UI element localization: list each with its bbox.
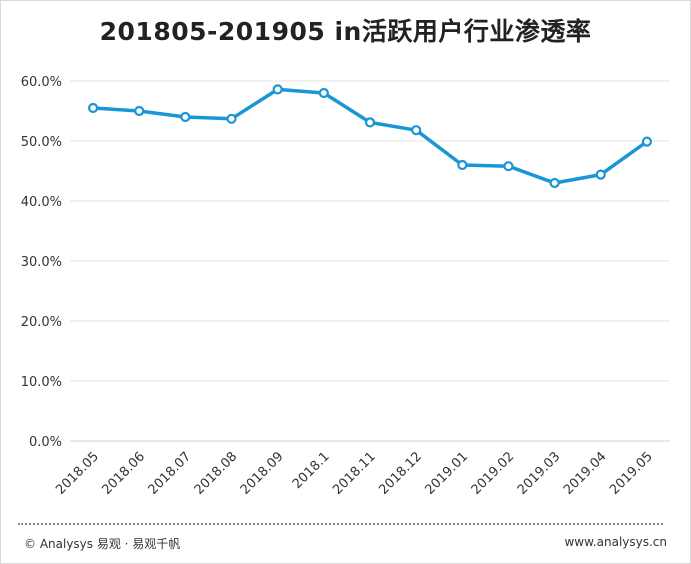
x-tick-label: 2018.07: [146, 449, 195, 498]
data-point: [180, 111, 191, 123]
y-tick-label: 0.0%: [29, 435, 62, 450]
x-tick-label: 2019.04: [561, 449, 610, 498]
footer-website: www.analysys.cn: [564, 535, 667, 549]
data-point: [87, 102, 99, 114]
y-tick-label: 10.0%: [21, 375, 62, 390]
data-point: [549, 177, 560, 189]
data-point: [134, 105, 145, 117]
data-point: [411, 125, 422, 136]
grid-lines: [70, 80, 670, 442]
y-axis-ticks: 0.0% 10.0% 20.0% 30.0% 40.0% 50.0% 60.0%: [21, 75, 62, 450]
data-point: [595, 169, 606, 180]
x-tick-label: 2018.06: [99, 449, 148, 498]
y-tick-label: 60.0%: [21, 75, 62, 90]
series-layer: [87, 84, 653, 189]
y-tick-label: 20.0%: [21, 315, 62, 330]
x-tick-label: 2019.05: [607, 449, 656, 498]
data-point: [503, 161, 514, 172]
x-tick-label: 2019.03: [515, 449, 564, 498]
x-tick-label: 2018.09: [238, 449, 287, 498]
x-tick-label: 2019.01: [423, 449, 472, 498]
data-point: [364, 117, 376, 128]
x-tick-label: 2018.12: [376, 449, 425, 498]
x-tick-label: 2018.1: [290, 449, 333, 492]
chart-title: 201805-201905 in活跃用户行业渗透率: [99, 17, 592, 46]
y-tick-label: 50.0%: [21, 135, 62, 150]
x-tick-label: 2018.11: [330, 449, 379, 498]
y-tick-label: 40.0%: [21, 195, 62, 210]
data-point: [457, 159, 468, 171]
footer-copyright: © Analysys 易观 · 易观千帆: [24, 537, 181, 551]
series-line: [91, 87, 649, 185]
x-tick-label: 2018.05: [53, 449, 102, 498]
data-point: [226, 113, 237, 124]
data-point: [272, 84, 283, 95]
footer-divider: [18, 523, 663, 525]
line-chart: 0.0% 10.0% 20.0% 30.0% 40.0% 50.0% 60.0% 2018.…: [21, 75, 670, 498]
x-tick-label: 2018.08: [192, 449, 241, 498]
y-tick-label: 30.0%: [21, 255, 62, 270]
data-point: [641, 136, 653, 147]
data-point: [318, 87, 329, 99]
x-tick-label: 2019.02: [469, 449, 518, 498]
